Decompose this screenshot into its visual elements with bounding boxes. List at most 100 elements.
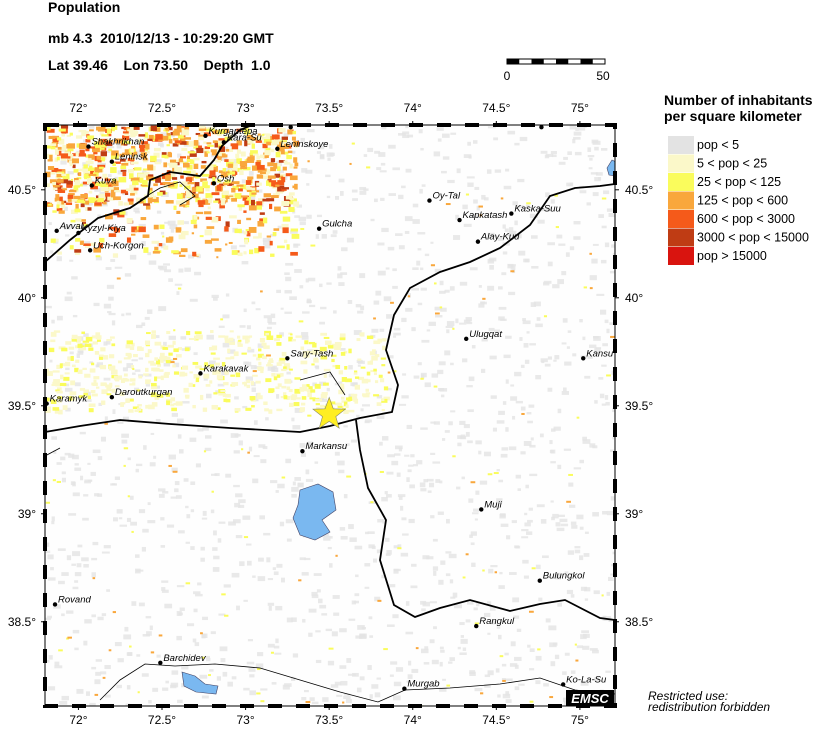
population-cell: [216, 407, 221, 410]
population-cell: [70, 355, 74, 361]
population-cell: [430, 264, 435, 267]
population-cell: [498, 316, 505, 321]
population-cell: [293, 166, 298, 169]
population-cell: [408, 660, 412, 666]
population-cell: [251, 137, 257, 141]
population-cell: [481, 338, 488, 342]
population-cell: [196, 186, 203, 192]
population-cell: [535, 680, 541, 685]
population-cell: [160, 243, 166, 249]
population-cell: [540, 358, 548, 363]
population-cell: [375, 290, 382, 296]
population-cell: [170, 361, 175, 364]
population-cell: [98, 355, 103, 360]
population-cell: [290, 230, 298, 234]
population-cell: [204, 362, 208, 367]
population-cell: [78, 172, 82, 177]
population-cell: [596, 293, 605, 296]
population-cell: [78, 129, 87, 133]
population-cell: [602, 511, 608, 515]
population-cell: [55, 194, 60, 199]
population-cell: [110, 389, 116, 392]
population-cell: [283, 366, 287, 370]
population-cell: [195, 463, 202, 468]
population-cell: [214, 141, 222, 148]
population-cell: [187, 155, 191, 162]
population-cell: [593, 590, 600, 595]
population-cell: [163, 341, 167, 347]
population-cell: [369, 351, 376, 356]
population-cell: [232, 158, 239, 164]
population-cell: [56, 387, 62, 391]
population-cell: [91, 393, 98, 397]
population-cell: [496, 498, 503, 503]
population-cell: [448, 421, 453, 426]
population-cell: [96, 155, 102, 160]
population-cell: [505, 379, 509, 384]
population-cell: [545, 192, 550, 198]
population-cell: [247, 196, 251, 203]
population-cell: [51, 520, 55, 525]
population-cell: [130, 148, 134, 153]
population-cell: [263, 175, 271, 180]
population-cell: [348, 618, 356, 621]
population-cell: [520, 364, 525, 368]
population-cell: [262, 198, 270, 202]
population-cell: [173, 348, 179, 353]
population-cell: [273, 228, 280, 231]
population-cell: [514, 142, 520, 146]
population-cell: [244, 200, 249, 206]
population-cell: [87, 167, 96, 172]
population-cell: [150, 432, 155, 435]
population-cell: [47, 166, 55, 171]
population-cell: [91, 666, 97, 670]
population-cell: [359, 633, 367, 639]
population-cell: [81, 557, 89, 562]
population-cell: [218, 325, 225, 328]
population-cell: [229, 148, 234, 153]
population-cell: [197, 200, 206, 205]
population-cell: [66, 610, 74, 614]
population-cell: [337, 273, 343, 279]
population-cell: [261, 133, 265, 136]
population-cell: [259, 154, 265, 159]
population-cell: [108, 226, 117, 230]
population-cell: [112, 253, 119, 258]
population-cell: [586, 202, 591, 206]
population-cell: [488, 327, 495, 332]
population-cell: [284, 378, 292, 384]
population-cell: [173, 181, 178, 187]
population-cell: [100, 187, 109, 192]
population-cell: [56, 256, 62, 262]
lon-label: 73.5°: [315, 713, 343, 727]
population-cell: [154, 357, 159, 361]
population-cell: [108, 365, 116, 371]
population-cell: [96, 126, 102, 131]
population-cell: [474, 687, 483, 692]
population-cell: [199, 368, 206, 371]
population-cell: [275, 189, 283, 194]
population-cell: [306, 300, 312, 304]
population-cell: [502, 251, 508, 255]
population-cell: [281, 476, 286, 479]
population-cell: [355, 304, 362, 308]
population-cell: [45, 171, 51, 178]
population-cell: [281, 141, 287, 146]
population-cell: [457, 435, 462, 439]
population-cell: [180, 156, 187, 159]
population-cell: [439, 661, 443, 667]
population-cell: [567, 151, 572, 156]
population-cell: [92, 577, 96, 580]
population-cell: [357, 358, 362, 361]
population-cell: [172, 340, 176, 345]
population-cell: [282, 216, 291, 222]
population-cell: [154, 161, 161, 165]
population-cell: [406, 477, 410, 483]
population-cell: [161, 173, 169, 179]
population-cell: [161, 135, 169, 141]
population-cell: [114, 161, 121, 164]
population-cell: [369, 635, 374, 638]
population-cell: [502, 693, 511, 699]
population-cell: [540, 519, 547, 524]
population-cell: [367, 361, 373, 365]
